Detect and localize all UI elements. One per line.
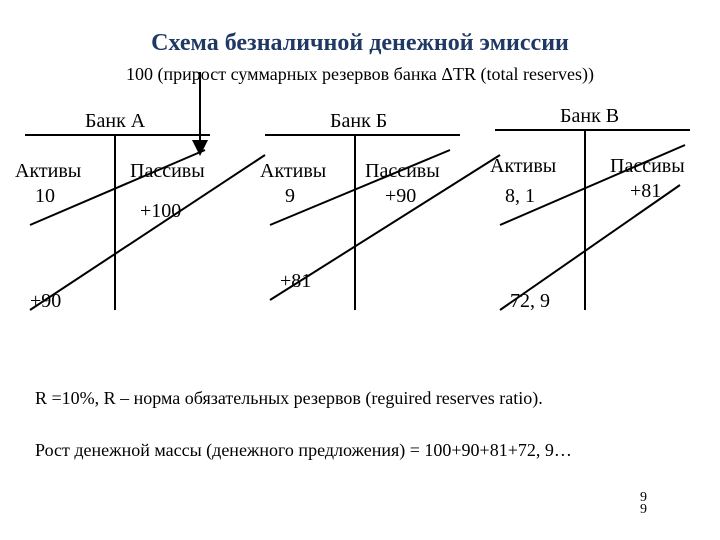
footer-line-1: R =10%, R – норма обязательных резервов … [35, 388, 543, 409]
bank-c-liab-label: Пассивы [610, 155, 685, 178]
bank-b-name: Банк Б [330, 110, 387, 133]
bank-a-assets-val: 10 [35, 185, 55, 208]
bank-b-assets-val: 9 [285, 185, 295, 208]
bank-b-liab-label: Пассивы [365, 160, 440, 183]
bank-c-liab-val: +81 [630, 180, 661, 203]
bank-b-liab-val: +90 [385, 185, 416, 208]
footer-line-2: Рост денежной массы (денежного предложен… [35, 440, 572, 461]
page-number-b: 9 [640, 502, 647, 518]
bank-c-assets-val: 8, 1 [505, 185, 535, 208]
bank-a-name: Банк А [85, 110, 145, 133]
bank-b-assets-label: Активы [260, 160, 326, 183]
bank-a-liab-label: Пассивы [130, 160, 205, 183]
bank-a-extra: +90 [30, 290, 61, 313]
bank-b-extra: +81 [280, 270, 311, 293]
bank-c-name: Банк В [560, 105, 619, 128]
bank-a-assets-label: Активы [15, 160, 81, 183]
bank-c-extra: 72, 9 [510, 290, 550, 313]
bank-c-assets-label: Активы [490, 155, 556, 178]
bank-a-liab-val: +100 [140, 200, 181, 223]
